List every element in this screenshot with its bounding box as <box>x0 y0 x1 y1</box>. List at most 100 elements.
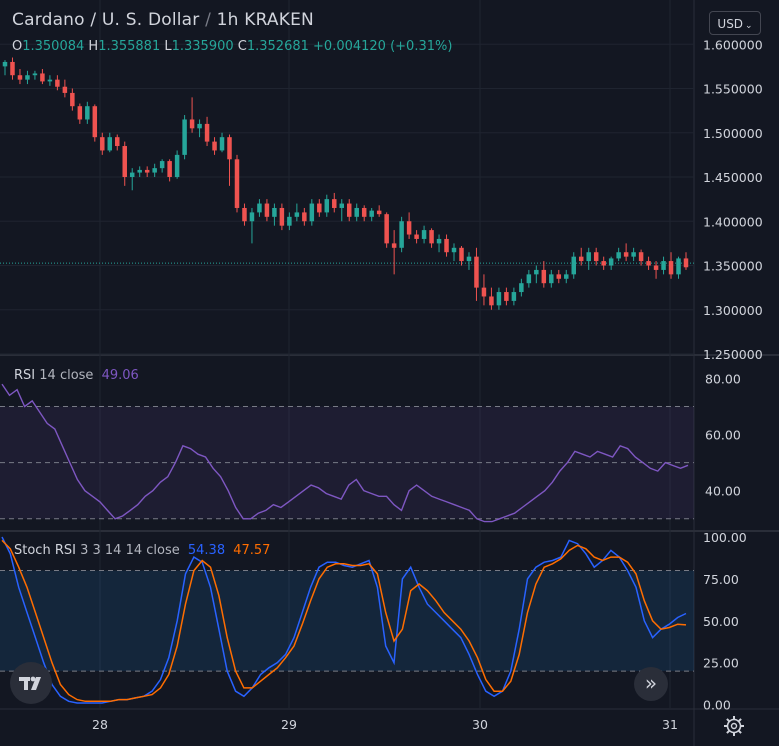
candle-body <box>302 212 307 222</box>
symbol-name: Cardano / U. S. Dollar <box>12 10 200 30</box>
candle-body <box>10 61 15 76</box>
candle-body <box>578 256 584 262</box>
candle-body <box>436 238 442 244</box>
high-value: 1.355881 <box>98 39 161 54</box>
tradingview-logo-icon[interactable] <box>10 662 52 704</box>
candle-body <box>17 75 23 80</box>
candle-body <box>129 172 135 177</box>
candle-body <box>556 274 562 279</box>
interval[interactable]: 1h <box>216 10 239 30</box>
candle-body <box>631 252 636 257</box>
stoch-name: Stoch RSI <box>14 543 76 558</box>
rsi-params: 14 close <box>39 368 94 383</box>
currency-dropdown[interactable]: USD ⌄ <box>709 11 761 35</box>
candle-body <box>451 247 457 253</box>
candle-body <box>414 234 419 239</box>
price-tick-label: 1.450000 <box>703 170 763 185</box>
candle-body <box>25 75 30 80</box>
candle-body <box>661 261 666 270</box>
stoch-k-value: 54.38 <box>187 543 226 558</box>
candle-body <box>586 252 591 262</box>
rsi-value: 49.06 <box>101 368 139 383</box>
ohlc-legend: O1.350084 H1.355881 L1.335900 C1.352681 … <box>12 39 453 54</box>
candle-body <box>100 137 105 151</box>
candle-body <box>32 73 38 76</box>
gear-icon[interactable] <box>722 714 746 738</box>
candle-body <box>85 106 90 120</box>
candle-body <box>339 203 345 208</box>
candle-body <box>489 296 494 306</box>
rsi-tick-label: 40.00 <box>705 484 741 499</box>
candle-body <box>234 159 240 208</box>
currency-label: USD <box>717 17 744 31</box>
candle-body <box>346 203 352 217</box>
candle-body <box>272 207 277 217</box>
candle-body <box>459 247 464 262</box>
price-tick-label: 1.350000 <box>703 259 763 274</box>
price-tick-label: 1.500000 <box>703 126 763 141</box>
candle-body <box>159 161 165 169</box>
candle-body <box>361 207 367 217</box>
price-tick-label: 1.300000 <box>703 303 763 318</box>
stoch-d-value: 47.57 <box>233 543 271 558</box>
candle-body <box>676 258 681 275</box>
candle-body <box>354 207 359 217</box>
candle-body <box>167 161 172 177</box>
price-tick-label: 1.600000 <box>703 37 763 52</box>
candle-body <box>107 137 113 151</box>
candle-body <box>421 230 427 239</box>
candle-body <box>189 119 195 129</box>
candle-body <box>92 106 98 138</box>
candle-body <box>429 230 434 244</box>
stoch-legend[interactable]: Stoch RSI 3 3 14 14 close 54.38 47.57 <box>14 543 270 558</box>
candle-body <box>204 123 210 142</box>
candle-body <box>369 210 374 217</box>
candle-body <box>115 137 120 147</box>
time-tick-label: 30 <box>472 717 488 732</box>
candle-body <box>466 256 472 262</box>
candle-body <box>279 207 285 226</box>
rsi-tick-label: 80.00 <box>705 371 741 386</box>
exchange: KRAKEN <box>244 10 314 30</box>
candle-body <box>376 210 382 215</box>
candle-body <box>47 79 53 82</box>
candle-body <box>638 252 644 262</box>
rsi-legend[interactable]: RSI 14 close 49.06 <box>14 368 139 383</box>
candle-body <box>70 92 75 107</box>
candle-body <box>122 146 127 177</box>
candle-body <box>549 274 554 284</box>
candle-body <box>391 243 397 248</box>
candle-body <box>2 61 8 67</box>
candle-body <box>481 287 487 297</box>
candle-body <box>399 221 404 248</box>
time-tick-label: 28 <box>92 717 108 732</box>
candle-body <box>242 207 247 222</box>
candle-body <box>593 252 599 262</box>
stoch-tick-label: 50.00 <box>703 614 739 629</box>
rsi-tick-label: 60.00 <box>705 428 741 443</box>
double-chevron-right-icon[interactable]: » <box>634 667 668 701</box>
chevron-down-icon: ⌄ <box>745 21 753 31</box>
candle-body <box>317 203 322 213</box>
candle-body <box>287 216 292 226</box>
candle-body <box>496 292 502 306</box>
candle-body <box>541 269 547 284</box>
time-tick-label: 31 <box>662 717 678 732</box>
candle-body <box>152 168 157 173</box>
candle-body <box>294 212 300 217</box>
candle-body <box>571 256 576 275</box>
candle-body <box>564 274 569 279</box>
candle-body <box>40 73 45 82</box>
price-tick-label: 1.400000 <box>703 214 763 229</box>
candle-body <box>444 238 449 253</box>
stoch-tick-label: 25.00 <box>703 656 739 671</box>
price-tick-label: 1.550000 <box>703 82 763 97</box>
candle-body <box>601 261 606 266</box>
open-value: 1.350084 <box>22 39 85 54</box>
candle-body <box>511 292 517 301</box>
rsi-name: RSI <box>14 368 36 383</box>
candle-body <box>264 203 270 217</box>
candle-body <box>309 203 315 222</box>
candle-body <box>616 252 621 259</box>
candle-body <box>249 212 255 222</box>
